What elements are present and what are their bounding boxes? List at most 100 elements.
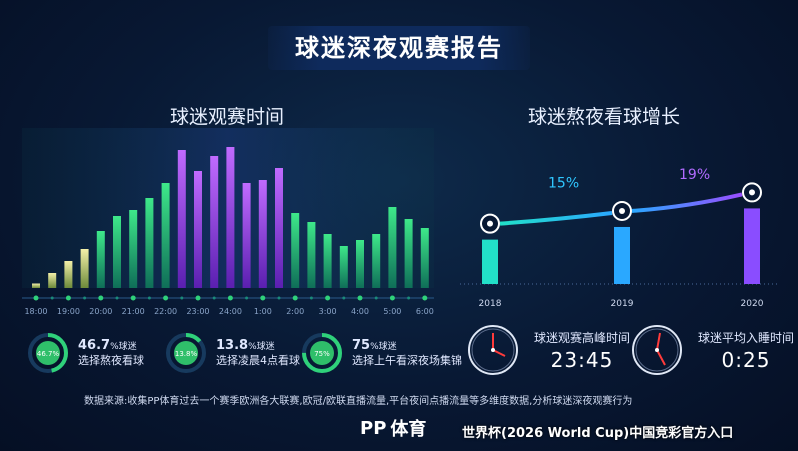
axis-dot [50, 296, 54, 300]
axis-dot [147, 296, 151, 300]
right-chart-title: 球迷熬夜看球增长 [528, 106, 681, 128]
axis-dot [407, 296, 411, 300]
bar [420, 228, 429, 288]
donut-center [310, 341, 334, 365]
axis-dot [245, 296, 249, 300]
axis-dot [260, 295, 266, 301]
x-tick-label: 6:00 [416, 307, 434, 316]
axis-dot [195, 295, 201, 301]
bar [129, 210, 138, 288]
axis-dot [227, 295, 233, 301]
donut-arc [302, 333, 342, 373]
bar [482, 239, 498, 284]
bar [210, 156, 219, 288]
x-tick-label: 23:00 [186, 307, 209, 316]
bar [339, 246, 348, 288]
trend-arrow [499, 210, 613, 226]
donut-chart: 13.8% [166, 333, 206, 373]
bar [113, 216, 121, 288]
stat-value: 46.7%球迷 [78, 339, 144, 354]
sleep-time-box: 球迷平均入睡时间 0:25 [630, 323, 798, 377]
stat-value: 13.8%球迷 [216, 339, 300, 354]
x-tick-label: 3:00 [319, 307, 337, 316]
x-tick-label: 1:00 [254, 307, 272, 316]
sleep-time-label: 球迷平均入睡时间 [697, 330, 794, 345]
bar [744, 208, 760, 284]
donut-label: 75% [314, 350, 330, 358]
bar [226, 147, 235, 288]
donut-arc [166, 333, 206, 373]
bar [145, 198, 154, 288]
bar [258, 180, 267, 288]
x-tick-label: 19:00 [57, 307, 80, 316]
bar [80, 249, 89, 288]
axis-dot [33, 295, 39, 301]
stat-item: 46.7% 46.7%球迷 选择熬夜看球 [26, 331, 144, 375]
x-tick-label: 2:00 [286, 307, 304, 316]
x-tick-label: 24:00 [219, 307, 242, 316]
marker-dot [619, 207, 625, 214]
bar [388, 207, 397, 288]
peak-time-value: 23:45 [550, 347, 614, 372]
axis-dot [342, 296, 346, 300]
axis-dot [277, 296, 281, 300]
trend-arrow [631, 192, 743, 213]
stat-text: 75%球迷 选择上午看深夜场集锦 [352, 339, 462, 367]
stat-unit: %球迷 [110, 342, 137, 352]
axis-dot [130, 295, 136, 301]
bar [48, 273, 57, 288]
axis-dot [389, 295, 395, 301]
x-tick-label: 20:00 [89, 307, 112, 316]
axis-dot [65, 295, 71, 301]
watermark-text: 世界杯(2026 World Cup)中国竞彩官方入口 [462, 426, 734, 441]
peak-time-label: 球迷观赛高峰时间 [533, 330, 630, 345]
stat-number: 75 [352, 338, 371, 353]
donut-center [36, 341, 60, 365]
bar [307, 222, 316, 288]
axis-dot [163, 295, 169, 301]
x-tick-label: 4:00 [351, 307, 369, 316]
bar [323, 234, 332, 288]
stat-desc: 选择上午看深夜场集锦 [352, 354, 462, 367]
axis-dot [325, 295, 331, 301]
donut-arc [28, 333, 68, 373]
x-tick-label: 2020 [741, 299, 764, 309]
x-tick-label: 21:00 [122, 307, 145, 316]
stat-desc: 选择凌晨4点看球 [216, 354, 300, 367]
bar [291, 213, 300, 288]
bar [64, 261, 73, 288]
stat-value: 75%球迷 [352, 339, 462, 354]
marker-dot [749, 189, 755, 196]
marker-dot [487, 220, 493, 227]
growth-bar-chart: 2018 2019 2020 15% 19% [460, 167, 780, 309]
stat-item: 13.8% 13.8%球迷 选择凌晨4点看球 [164, 331, 300, 375]
stat-text: 13.8%球迷 选择凌晨4点看球 [216, 339, 300, 367]
x-tick-label: 18:00 [24, 307, 47, 316]
data-source-note: 数据来源:收集PP体育过去一个赛季欧洲各大联赛,欧冠/欧联直播流量,平台夜间点播… [84, 396, 633, 407]
axis-dot [309, 296, 313, 300]
bar [161, 183, 170, 288]
pp-sports-logo: PP 体育 [360, 415, 426, 441]
bar [242, 183, 251, 288]
bar [194, 171, 202, 288]
stat-desc: 选择熬夜看球 [78, 354, 144, 367]
bar [356, 240, 364, 288]
axis-dot [292, 295, 298, 301]
bar [614, 226, 630, 284]
bar [32, 283, 40, 288]
x-tick-label: 2019 [611, 299, 634, 309]
growth-label: 19% [679, 167, 710, 183]
axis-dot [180, 296, 184, 300]
report-title: 球迷深夜观赛报告 [268, 26, 530, 70]
bar [177, 150, 186, 288]
stat-item: 75% 75%球迷 选择上午看深夜场集锦 [300, 331, 462, 375]
x-tick-label: 5:00 [383, 307, 401, 316]
bar [404, 219, 413, 288]
donut-center [174, 341, 198, 365]
x-tick-label: 22:00 [154, 307, 177, 316]
axis-dot [357, 295, 363, 301]
axis-dot [83, 296, 87, 300]
donut-chart: 75% [302, 333, 342, 373]
sleep-time-value: 0:25 [721, 347, 771, 372]
x-tick-label: 2018 [479, 299, 502, 309]
